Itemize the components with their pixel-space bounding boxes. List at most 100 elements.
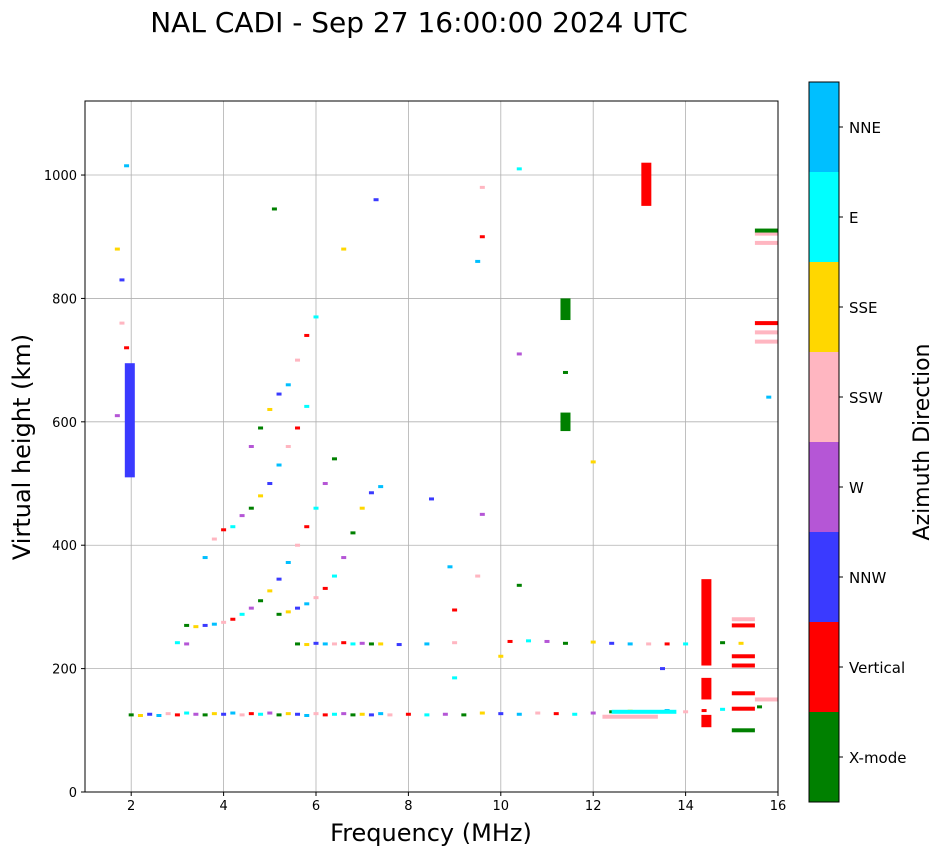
data-point	[221, 620, 227, 624]
colorbar-segment	[809, 262, 839, 352]
echo-band	[731, 663, 755, 668]
series-3	[276, 485, 384, 616]
colorbar-tick-label: W	[849, 479, 864, 497]
data-point	[202, 623, 208, 627]
y-tick-label: 400	[52, 539, 77, 554]
data-point	[660, 667, 665, 671]
data-point	[221, 712, 227, 716]
data-point	[230, 525, 236, 529]
data-point	[350, 713, 356, 717]
colorbar-segment	[809, 82, 839, 172]
x-tick-label: 12	[585, 799, 602, 814]
data-point	[359, 506, 365, 510]
data-point	[239, 713, 245, 717]
chart-title: NAL CADI - Sep 27 16:00:00 2024 UTC	[150, 6, 688, 39]
plot-area: 2 4 6 8 10 12 14 16 0 200 400 600 800 1000	[44, 100, 787, 814]
data-point	[544, 639, 550, 643]
data-point	[378, 642, 384, 646]
data-point	[230, 711, 236, 715]
x-tick-label: 16	[770, 799, 787, 814]
echo-band	[731, 706, 755, 711]
data-point	[368, 642, 374, 646]
data-point	[498, 654, 504, 658]
x-tick-label: 6	[312, 799, 320, 814]
data-point	[378, 485, 384, 489]
echo-band	[754, 240, 778, 245]
data-point	[304, 643, 310, 647]
x-tick-label: 14	[677, 799, 694, 814]
echo-column	[124, 363, 135, 478]
data-point	[258, 599, 264, 603]
data-point	[285, 560, 291, 564]
colorbar-tick-label: Vertical	[849, 659, 905, 677]
data-point	[230, 617, 236, 621]
data-point	[475, 574, 481, 578]
data-point	[350, 642, 356, 646]
data-point	[322, 586, 328, 590]
data-point	[461, 713, 467, 717]
data-point	[295, 543, 301, 547]
data-point	[304, 333, 310, 337]
data-point	[221, 528, 227, 532]
echo-band	[611, 709, 677, 714]
colorbar-tick-label: NNW	[849, 569, 886, 587]
data-point	[341, 641, 347, 645]
data-point	[757, 705, 763, 709]
series-1	[128, 705, 763, 717]
data-point	[258, 494, 264, 498]
series-4	[202, 315, 319, 560]
echo-band	[754, 697, 778, 702]
data-point	[211, 537, 217, 541]
data-point	[285, 445, 291, 448]
data-point	[114, 414, 120, 418]
data-point	[313, 596, 319, 600]
data-point	[562, 641, 568, 645]
data-point	[322, 642, 328, 646]
data-point	[479, 185, 485, 189]
data-point	[562, 370, 568, 374]
data-point	[313, 506, 319, 510]
echo-band	[754, 321, 778, 326]
data-point	[276, 577, 282, 581]
series-5	[174, 639, 744, 647]
data-point	[341, 247, 347, 251]
series-6	[114, 164, 772, 680]
data-point	[664, 642, 670, 646]
data-point	[276, 713, 282, 717]
data-point	[276, 392, 282, 396]
data-point	[295, 712, 301, 716]
data-point	[516, 352, 522, 356]
echo-column	[560, 298, 571, 321]
x-tick-label: 4	[219, 799, 227, 814]
data-point	[322, 713, 328, 717]
data-point	[156, 713, 162, 717]
echo-column	[701, 677, 712, 700]
data-point	[683, 710, 689, 714]
data-point	[313, 315, 319, 319]
echo-band	[754, 228, 778, 233]
data-point	[738, 641, 744, 645]
colorbar-frame	[808, 81, 840, 803]
colorbar-segment	[809, 532, 839, 622]
data-point	[553, 712, 559, 716]
y-tick-label: 0	[69, 786, 77, 801]
data-point	[211, 622, 217, 626]
echo-column	[560, 412, 571, 432]
data-point	[271, 207, 277, 211]
data-point	[276, 463, 282, 467]
data-point	[396, 643, 402, 647]
data-point	[609, 641, 615, 645]
data-point	[479, 235, 485, 239]
colorbar-segment	[809, 172, 839, 262]
colorbar-segment	[809, 622, 839, 712]
data-point	[248, 506, 254, 510]
data-point	[590, 711, 596, 715]
gridlines	[85, 101, 779, 793]
data-point	[507, 639, 513, 643]
data-point	[359, 712, 365, 716]
data-point	[424, 642, 430, 646]
data-point	[341, 556, 347, 560]
data-point	[304, 404, 310, 408]
data-point	[295, 642, 301, 646]
echo-band	[731, 654, 755, 659]
